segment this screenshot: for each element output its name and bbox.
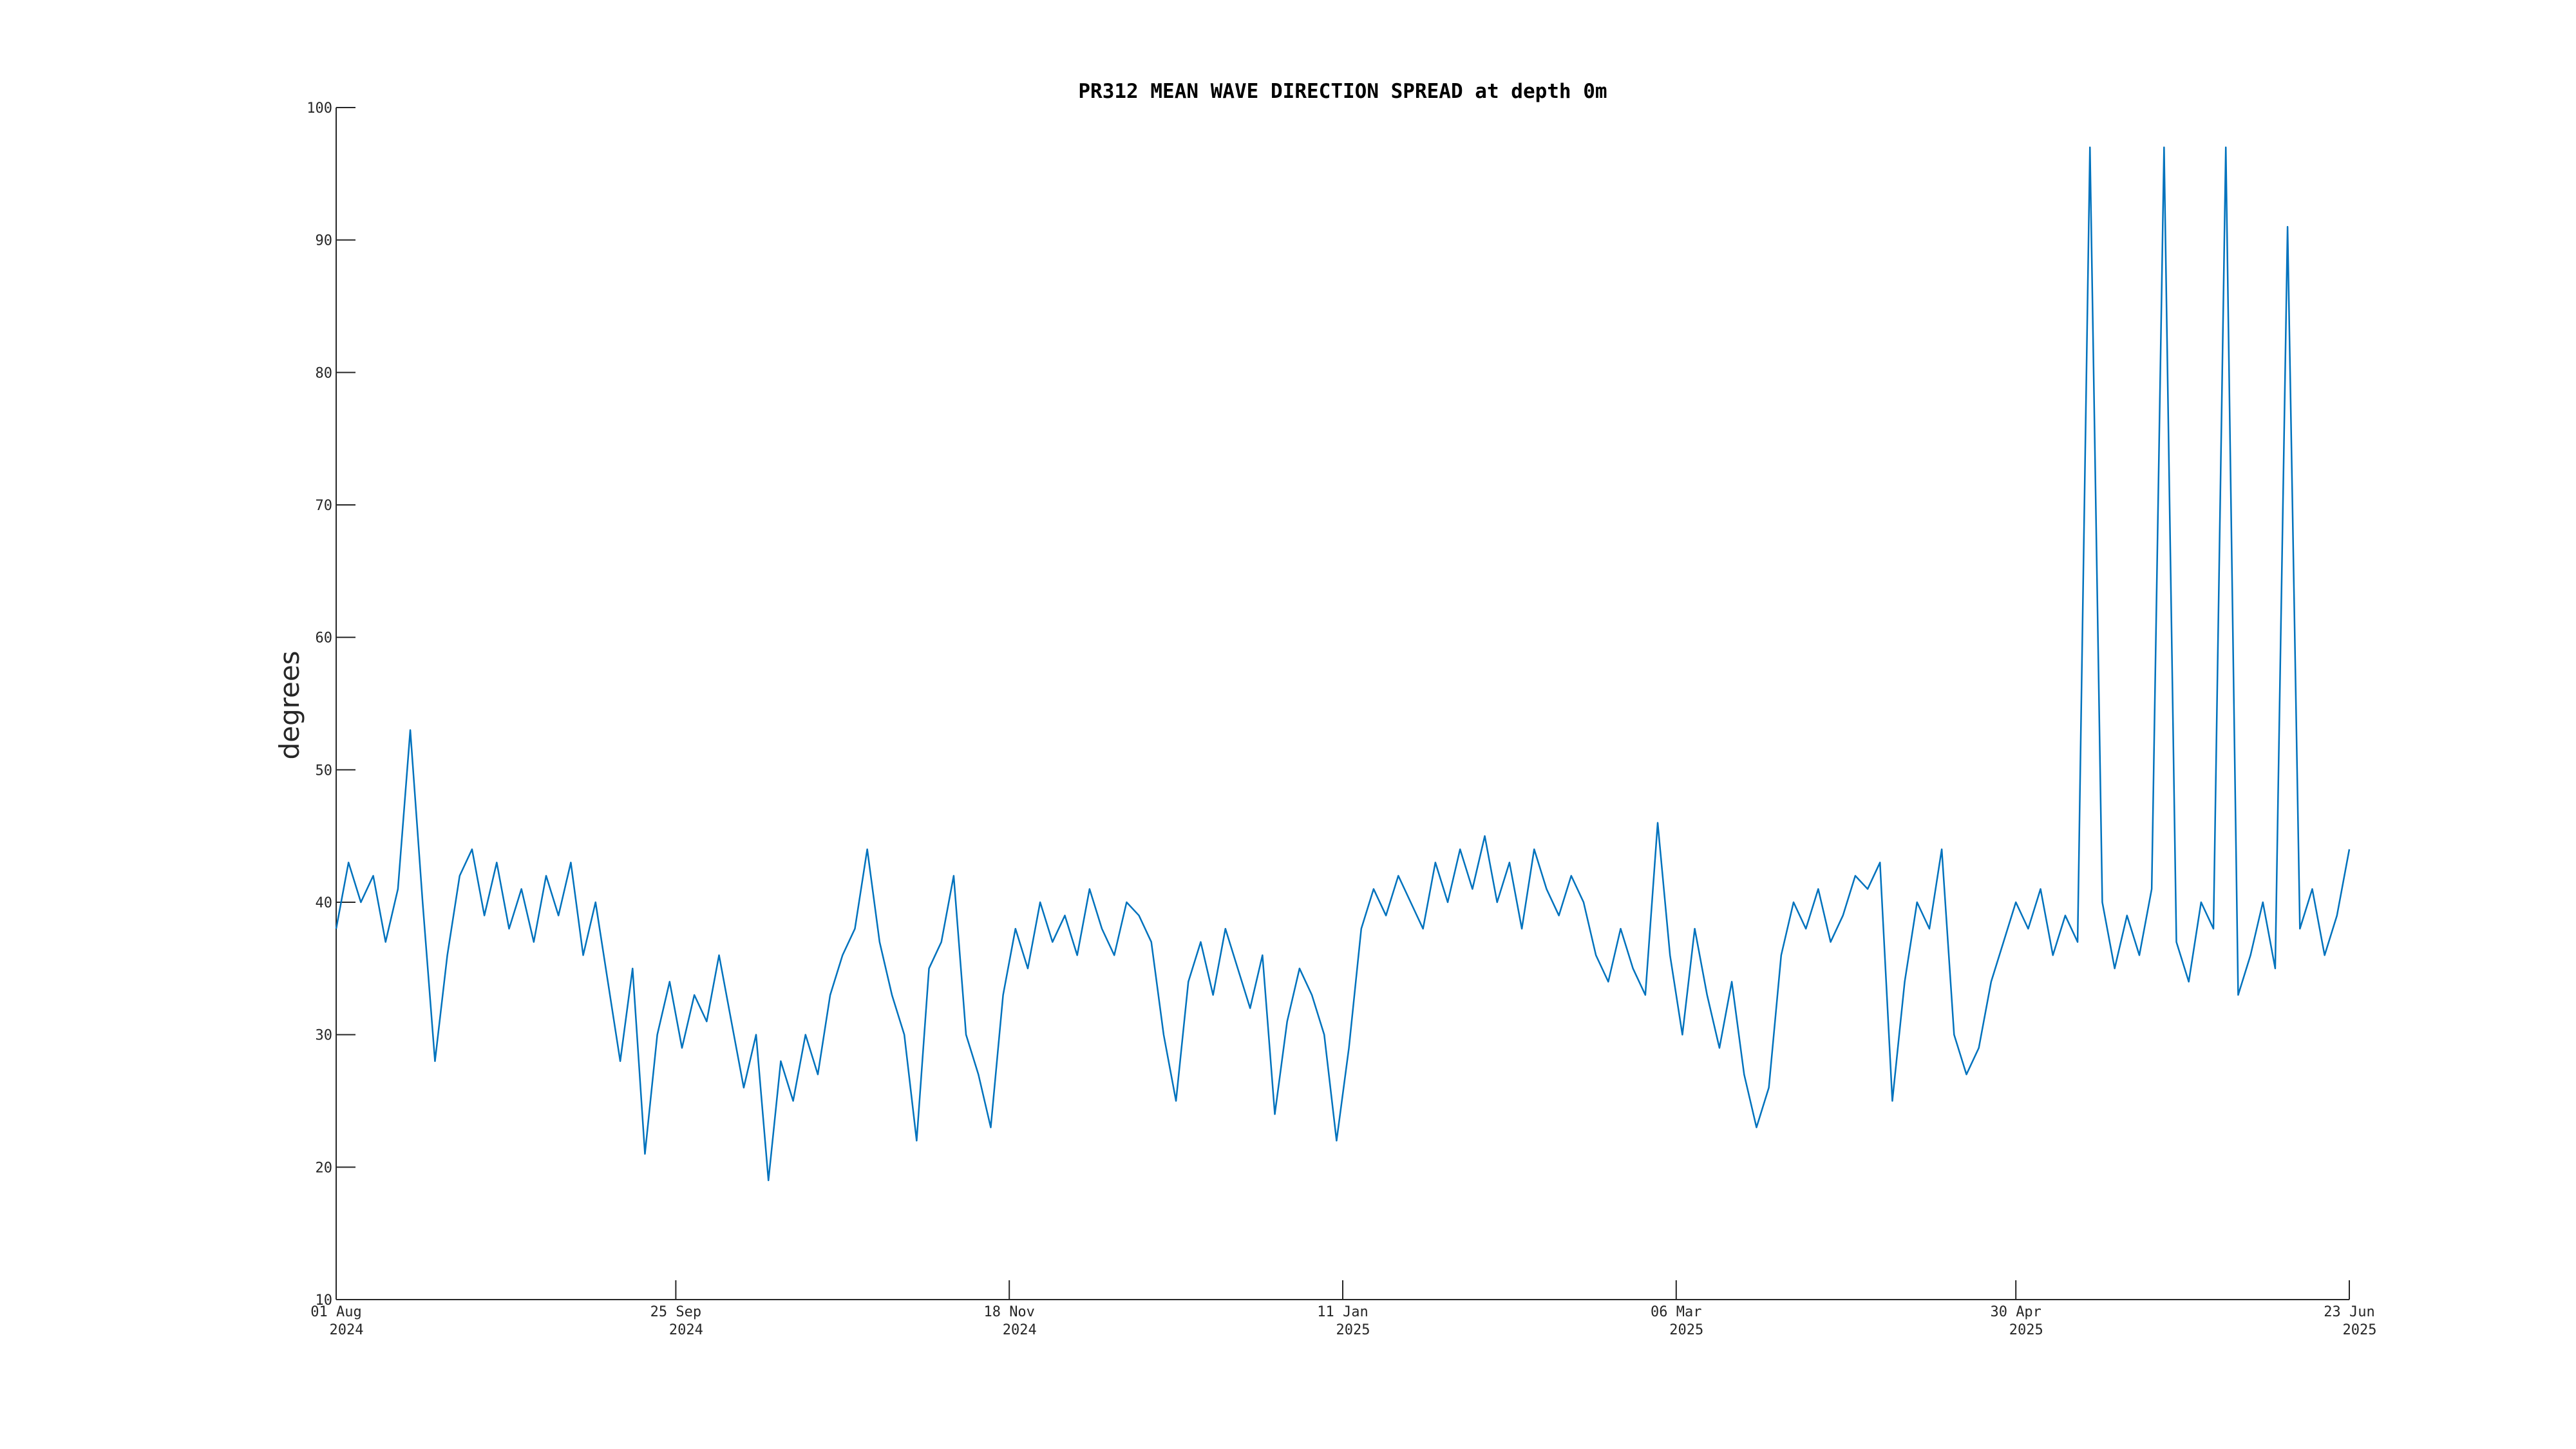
- x-tick-label-line: 06 Mar: [1651, 1304, 1701, 1320]
- x-tick-label-line: 2024: [1003, 1322, 1037, 1338]
- x-tick-label: 01 Aug 2024: [310, 1304, 363, 1338]
- x-tick-label: 30 Apr 2025: [1990, 1304, 2043, 1338]
- x-tick-label: 23 Jun 2025: [2324, 1304, 2376, 1338]
- y-tick-label: 70: [316, 498, 333, 514]
- x-tick-label-line: 23 Jun: [2324, 1304, 2374, 1320]
- x-tick-label-line: 30 Apr: [1990, 1304, 2041, 1320]
- x-tick-label-line: 11 Jan: [1317, 1304, 1368, 1320]
- x-tick-label-line: 2024: [669, 1322, 703, 1338]
- y-tick-label: 90: [316, 233, 333, 249]
- x-tick-label-line: 2025: [1336, 1322, 1370, 1338]
- y-tick-label: 100: [307, 100, 332, 117]
- y-tick-label: 20: [316, 1160, 333, 1176]
- y-tick-label: 10: [316, 1293, 333, 1309]
- x-tick-label: 18 Nov 2024: [983, 1304, 1036, 1338]
- x-tick-label-line: 18 Nov: [983, 1304, 1034, 1320]
- x-tick-label-line: 01 Aug: [310, 1304, 361, 1320]
- x-tick-label-line: 2025: [2009, 1322, 2043, 1338]
- y-tick-label: 40: [316, 895, 333, 911]
- y-tick-label: 60: [316, 630, 333, 647]
- x-tick-label: 25 Sep 2024: [650, 1304, 703, 1338]
- x-tick-label-line: 25 Sep: [650, 1304, 701, 1320]
- x-tick-label-line: 2025: [1669, 1322, 1703, 1338]
- y-tick-label: 30: [316, 1028, 333, 1044]
- y-axis-label: degrees: [274, 650, 305, 759]
- y-tick-label: 80: [316, 365, 333, 381]
- x-tick-label: 06 Mar 2025: [1651, 1304, 1703, 1338]
- x-tick-label: 11 Jan 2025: [1317, 1304, 1370, 1338]
- x-tick-label-line: 2024: [330, 1322, 364, 1338]
- chart-title: PR312 MEAN WAVE DIRECTION SPREAD at dept…: [1078, 80, 1607, 103]
- y-tick-label: 50: [316, 762, 333, 779]
- data-line: [335, 146, 2351, 1182]
- x-tick-label-line: 2025: [2343, 1322, 2377, 1338]
